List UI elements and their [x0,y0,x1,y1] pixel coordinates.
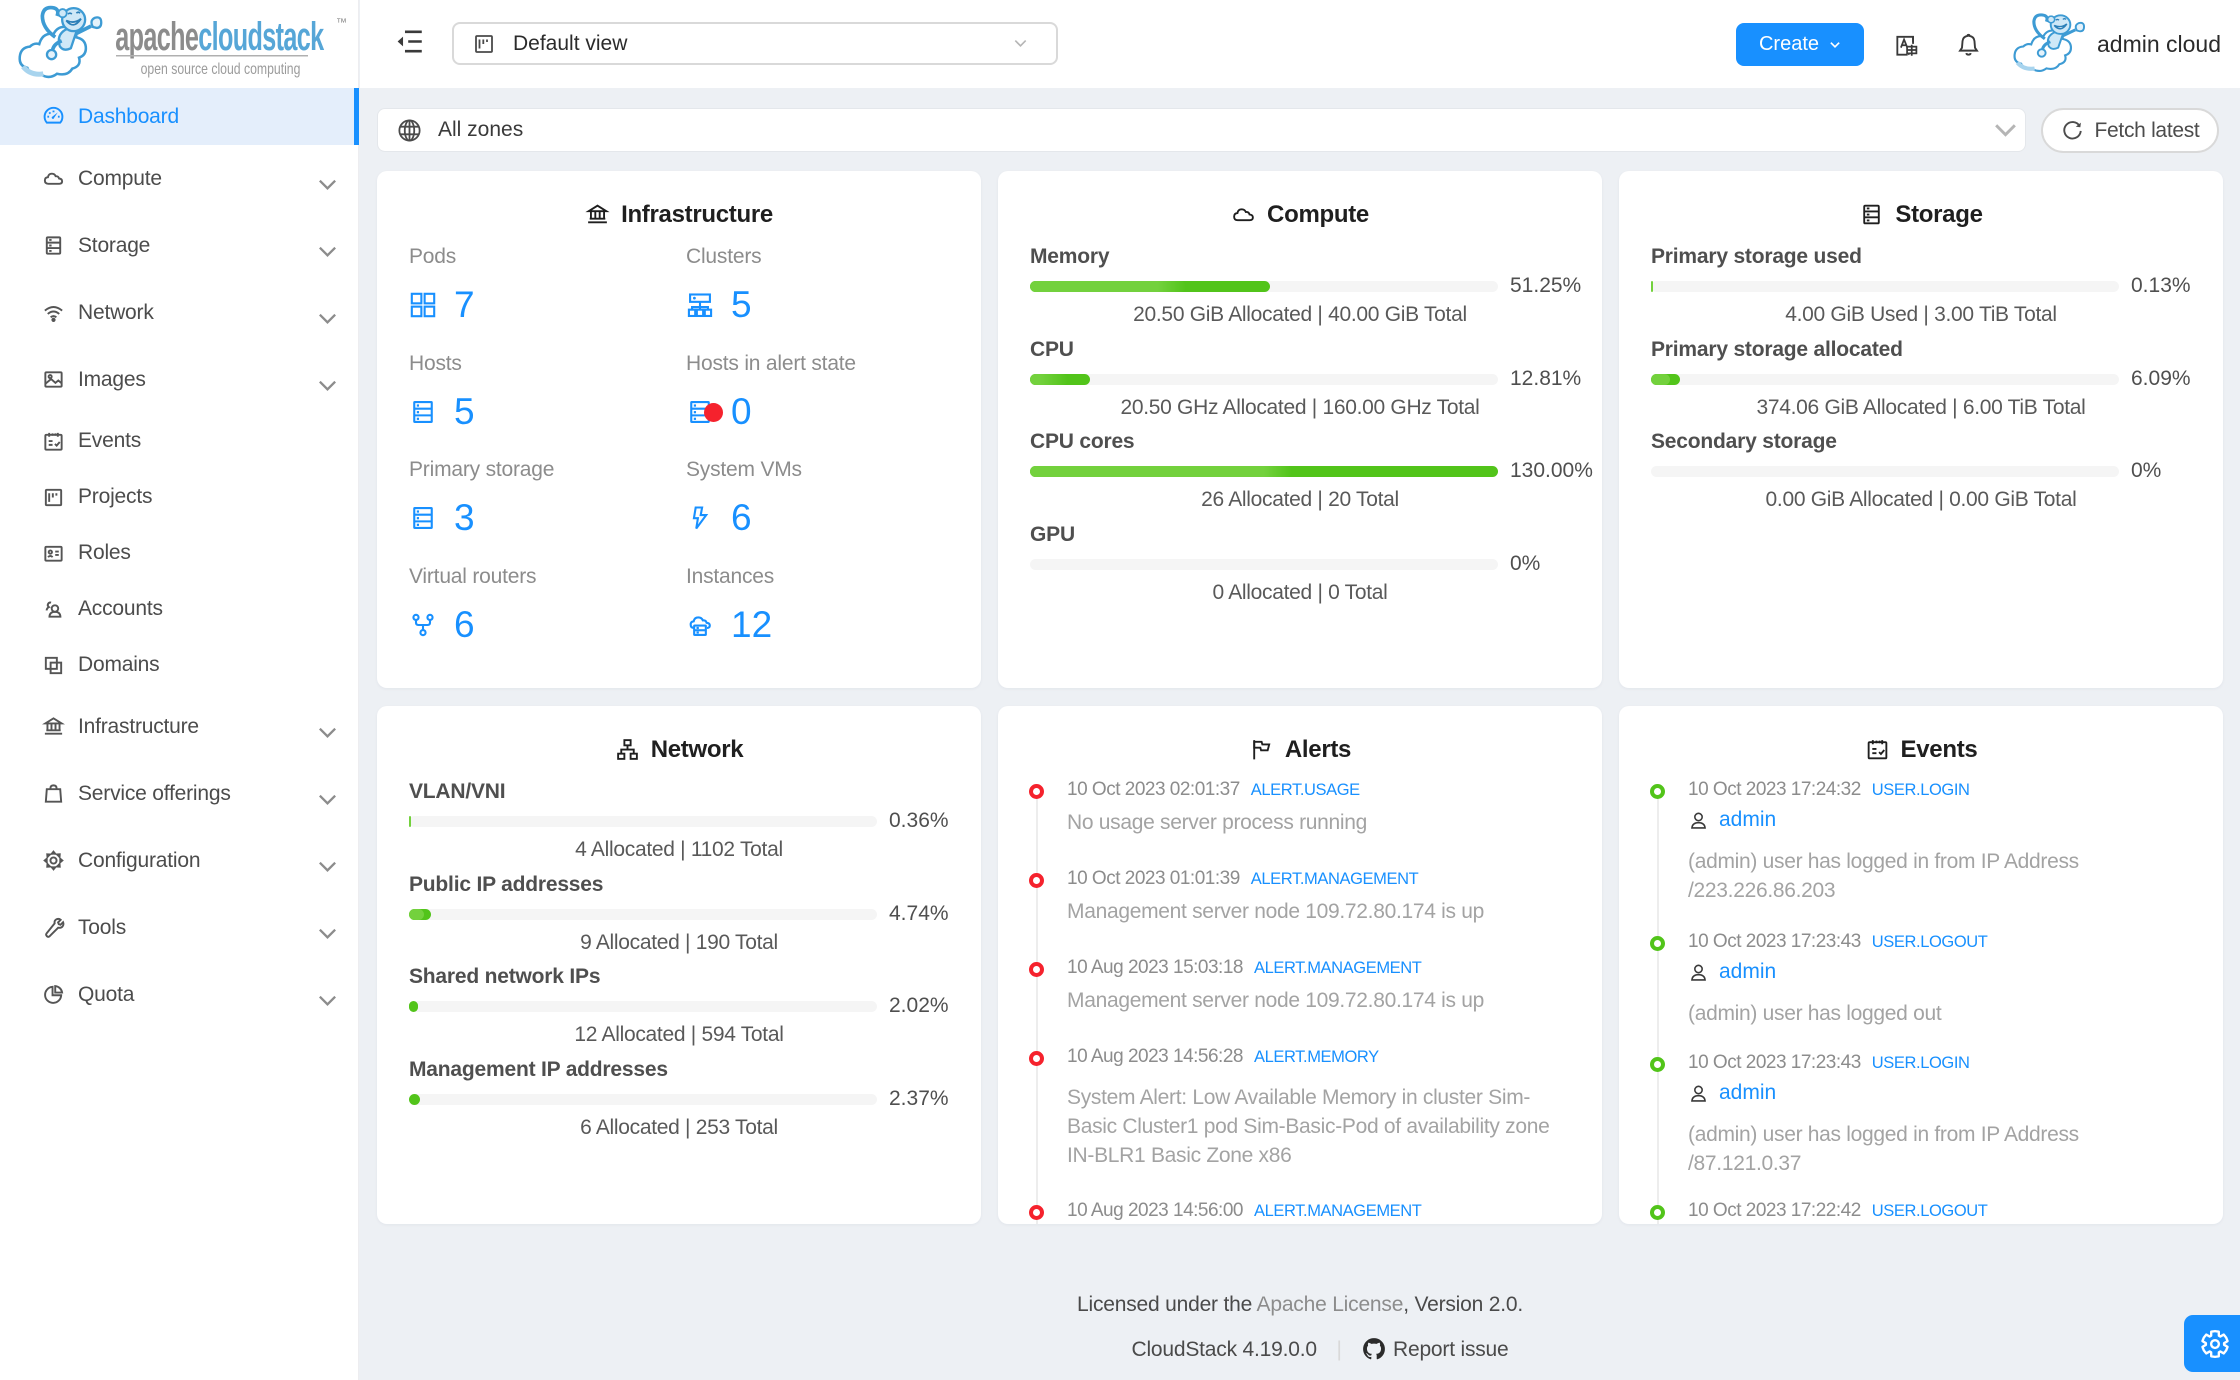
svg-text:open source cloud computing: open source cloud computing [141,60,301,78]
svg-text:™: ™ [336,17,347,29]
svg-text:apachecloudstack: apachecloudstack [115,15,324,59]
